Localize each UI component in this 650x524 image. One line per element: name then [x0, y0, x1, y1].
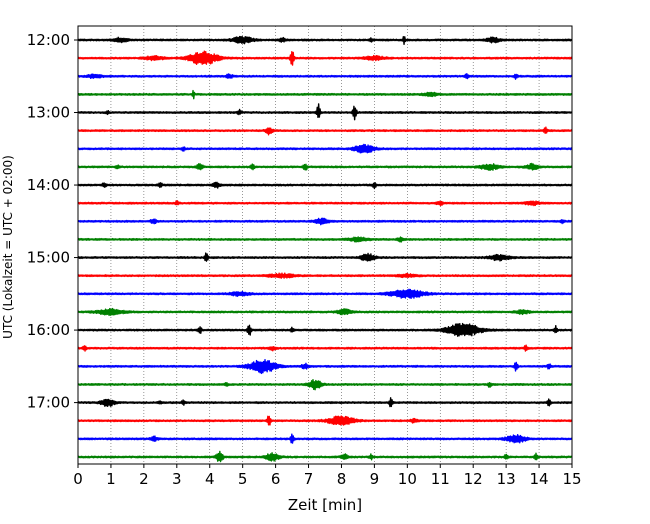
y-axis-ticks: 12:00 13:00 14:00 15:00 16:00 17:00: [27, 31, 78, 412]
trace-1230: [77, 73, 573, 80]
trace-1700: [77, 397, 573, 408]
x-tick-label-1: 1: [106, 470, 116, 488]
trace-1730: [77, 433, 573, 444]
x-tick-label-7: 7: [304, 470, 314, 488]
trace-1530: [77, 288, 573, 300]
x-tick-label-15: 15: [562, 470, 581, 488]
trace-1430: [77, 217, 573, 226]
trace-1630: [77, 359, 573, 375]
trace-1215: [77, 50, 573, 66]
x-tick-label-0: 0: [73, 470, 83, 488]
x-tick-label-5: 5: [238, 470, 248, 488]
x-tick-label-14: 14: [530, 470, 549, 488]
trace-1445: [77, 236, 573, 243]
y-tick-label-1400: 14:00: [27, 176, 70, 194]
x-tick-label-3: 3: [172, 470, 182, 488]
x-tick-label-12: 12: [464, 470, 483, 488]
trace-1515: [77, 272, 573, 279]
trace-1745: [77, 450, 573, 463]
y-tick-label-1200: 12:00: [27, 31, 70, 49]
trace-1600: [77, 322, 573, 337]
trace-1315: [77, 126, 573, 136]
trace-layer: [77, 35, 573, 463]
y-tick-label-1600: 16:00: [27, 321, 70, 339]
trace-1200: [77, 35, 573, 45]
plot-frame: [77, 25, 573, 465]
y-axis-label: UTC (Lokalzeit = UTC + 02:00): [1, 155, 15, 339]
x-tick-label-10: 10: [398, 470, 417, 488]
x-axis-ticks: 0 1 2 3 4 5 6 7 8 9 10 11 12 13 14 15: [73, 464, 582, 488]
trace-1300: [77, 103, 573, 121]
x-tick-label-13: 13: [497, 470, 516, 488]
trace-1345: [77, 162, 573, 172]
x-grid: [110, 26, 540, 464]
trace-1500: [77, 252, 573, 262]
trace-1545: [77, 307, 573, 316]
x-tick-label-6: 6: [271, 470, 281, 488]
y-tick-label-1500: 15:00: [27, 249, 70, 267]
trace-1400: [77, 181, 573, 190]
trace-1330: [77, 143, 573, 154]
trace-1715: [77, 415, 573, 426]
x-tick-label-4: 4: [205, 470, 215, 488]
x-tick-label-8: 8: [337, 470, 347, 488]
trace-1245: [77, 89, 573, 100]
trace-1645: [77, 378, 573, 391]
trace-1615: [77, 344, 573, 352]
x-axis-label: Zeit [min]: [288, 496, 362, 514]
x-tick-label-9: 9: [370, 470, 380, 488]
x-tick-label-2: 2: [139, 470, 149, 488]
x-tick-label-11: 11: [431, 470, 450, 488]
trace-1415: [77, 200, 573, 207]
y-tick-label-1300: 13:00: [27, 104, 70, 122]
y-tick-label-1700: 17:00: [27, 394, 70, 412]
